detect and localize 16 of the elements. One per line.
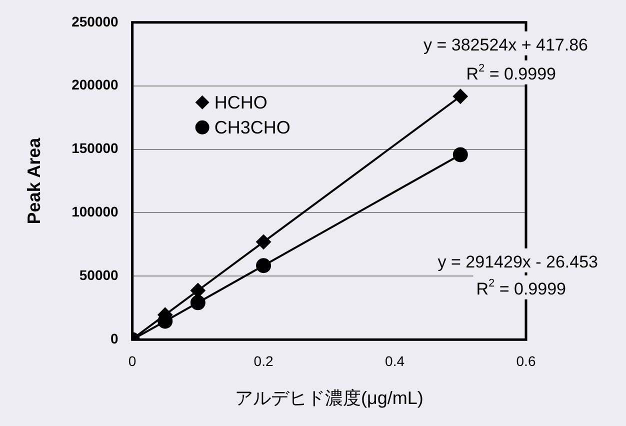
y-axis-title: Peak Area — [24, 136, 44, 224]
annotation: y = 382524x + 417.86 — [424, 35, 588, 54]
x-tick-label: 0.6 — [516, 352, 536, 369]
y-tick-label: 200000 — [72, 76, 119, 93]
x-tick-label: 0.2 — [254, 352, 274, 369]
x-tick-label: 0 — [128, 352, 136, 369]
x-axis-title: アルデヒド濃度(μg/mL) — [234, 388, 424, 408]
y-tick-label: 250000 — [72, 13, 119, 30]
y-tick-label: 50000 — [79, 267, 119, 284]
annotation: y = 291429x - 26.453 — [438, 252, 598, 272]
x-tick-label: 0.4 — [385, 352, 405, 369]
legend-label: HCHO — [214, 92, 268, 112]
y-tick-label: 150000 — [72, 140, 119, 156]
y-tick-label: 0 — [110, 330, 119, 346]
y-tick-label: 100000 — [72, 204, 119, 220]
legend-label: CH3CHO — [214, 117, 290, 138]
